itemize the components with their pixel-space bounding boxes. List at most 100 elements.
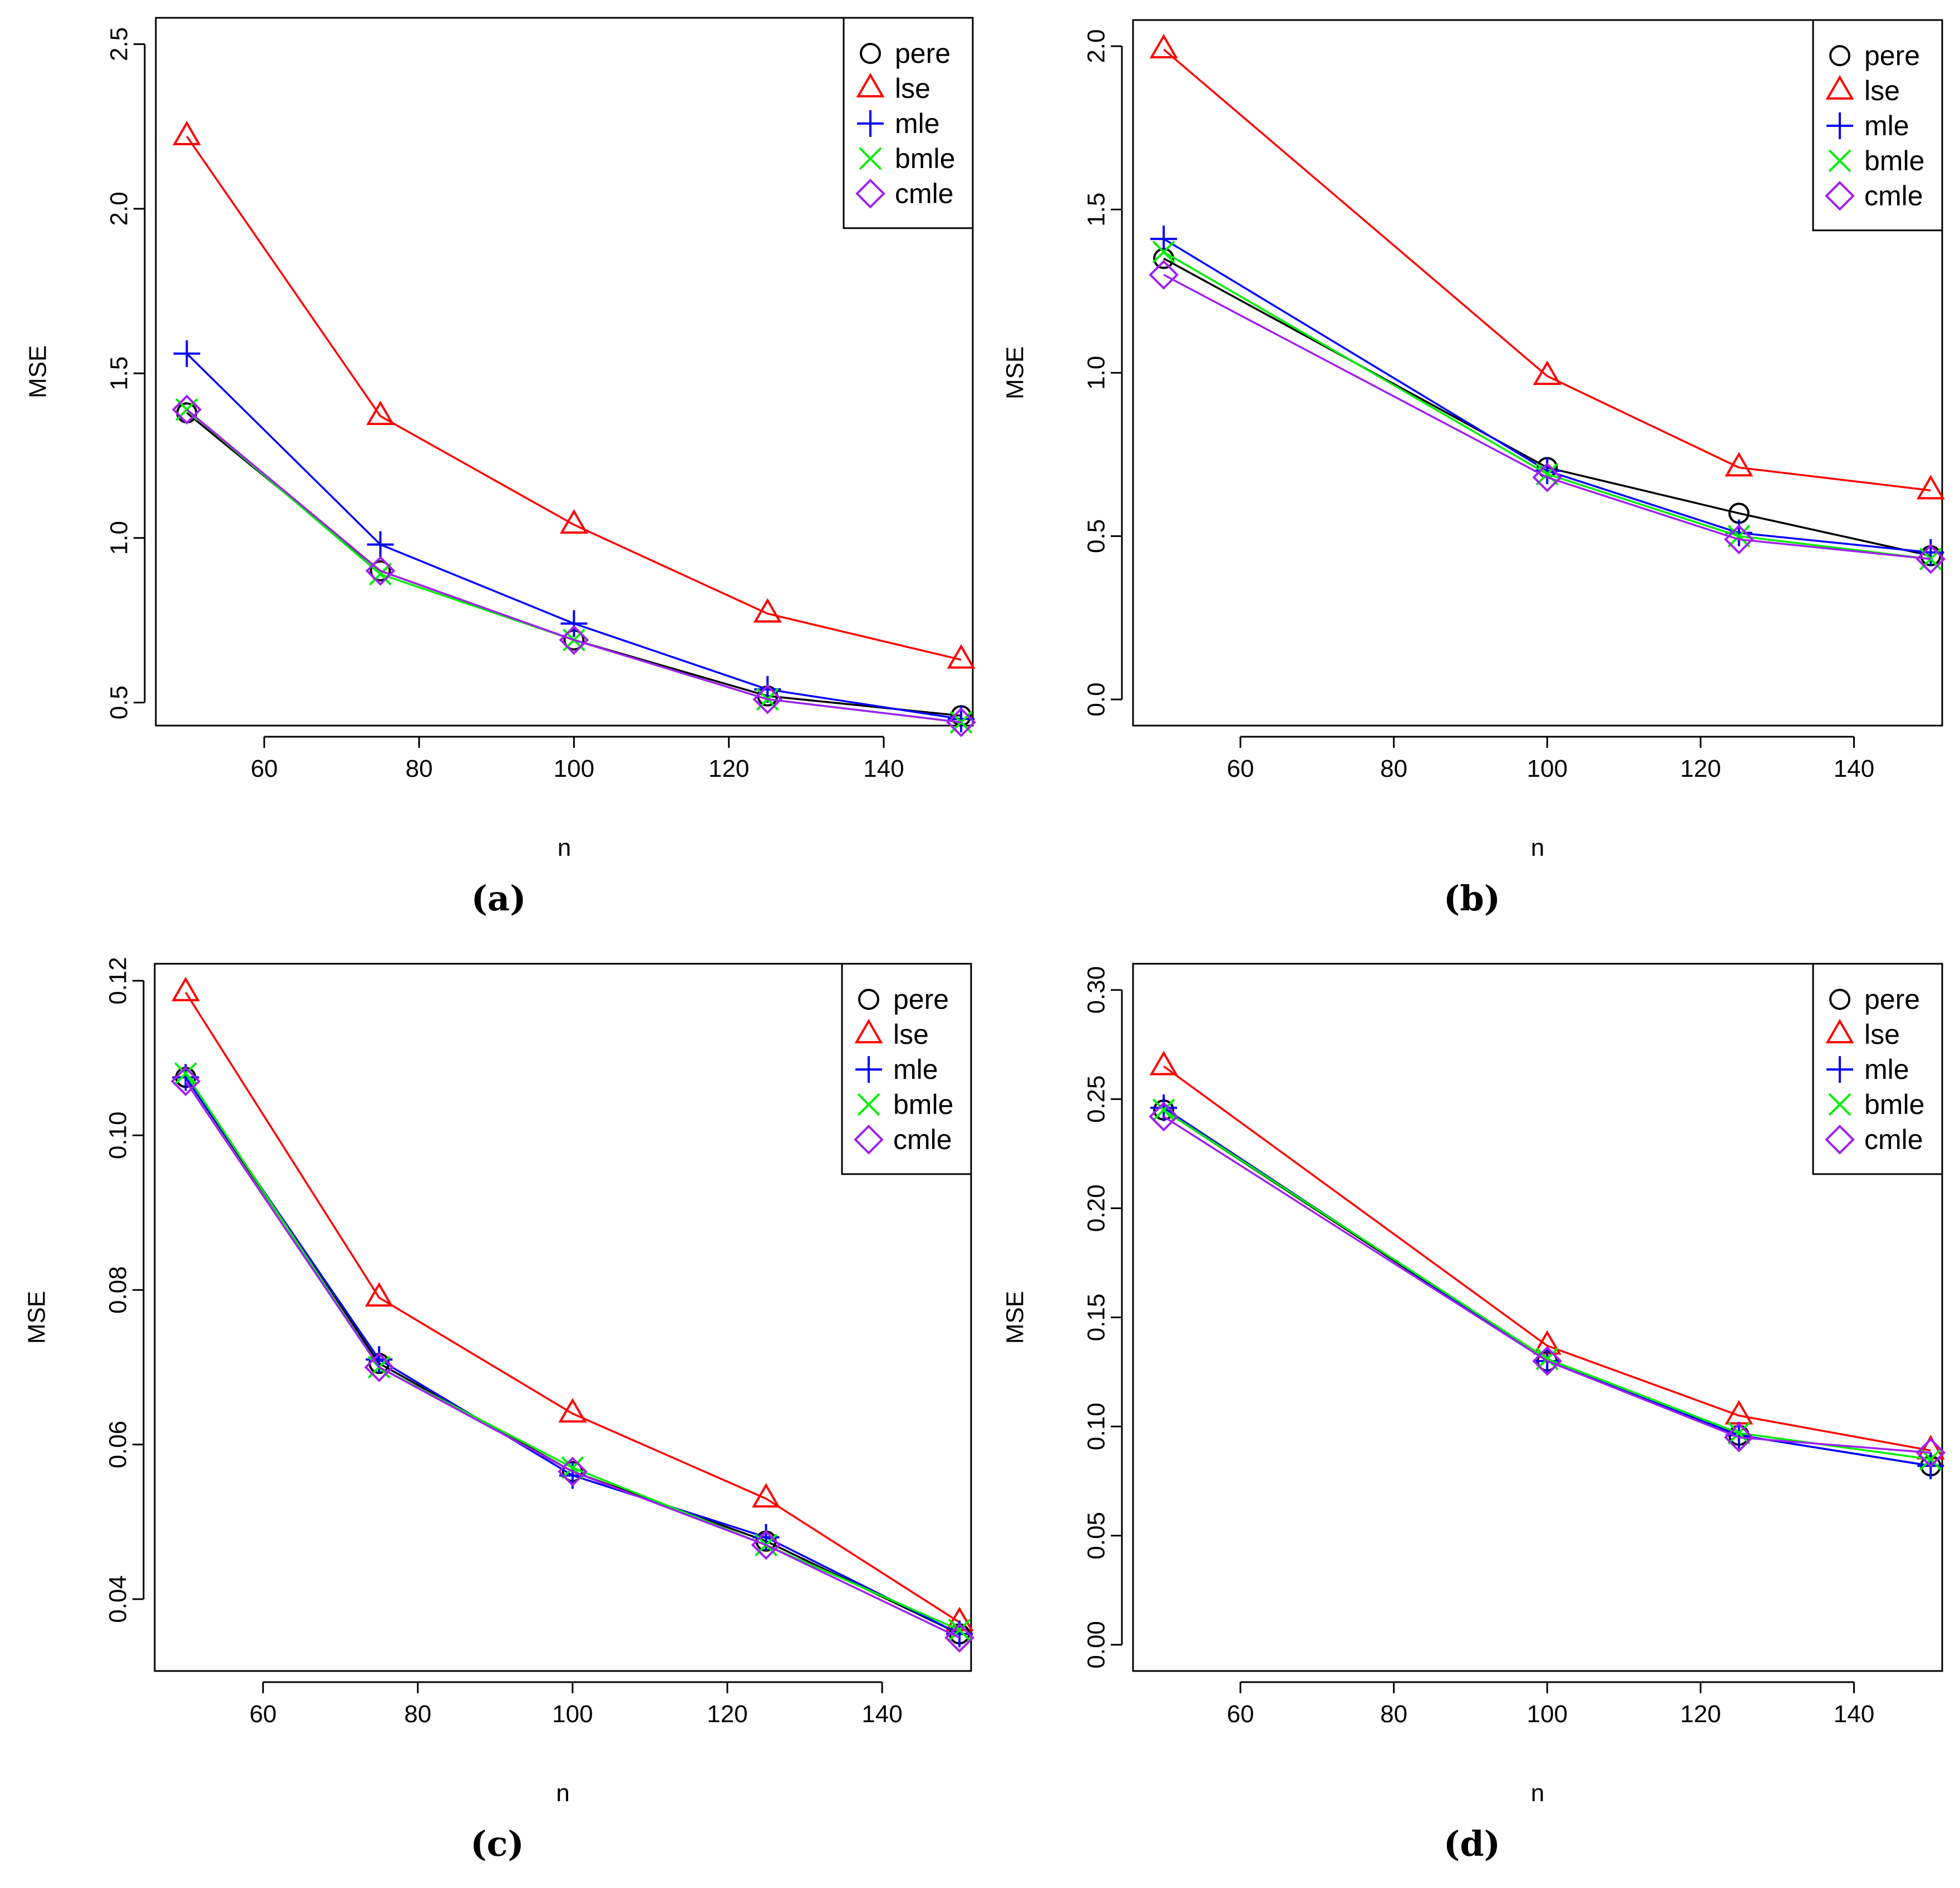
x-tick-label: 100 xyxy=(1527,1700,1568,1728)
series-line-bmle xyxy=(1163,251,1931,560)
series-line-lse xyxy=(1163,48,1931,492)
legend-label-lse: lse xyxy=(1864,1019,1900,1050)
data-point-cmle xyxy=(170,1066,201,1096)
legend: pere lse mle bmle cmle xyxy=(1812,19,1943,231)
legend-label-bmle: bmle xyxy=(895,143,955,174)
series-line-cmle xyxy=(1163,274,1931,560)
series-line-pere xyxy=(186,412,962,717)
y-tick-label: 0.12 xyxy=(105,957,132,1005)
series-cmle xyxy=(171,395,976,737)
legend-label-mle: mle xyxy=(1864,110,1909,141)
x-axis-label: n xyxy=(558,834,571,861)
y-tick-label: 1.0 xyxy=(1083,356,1110,390)
chart-panel-d: 60 80 100 120 140 n 0.00 0.05 0.10 0.15 0.20 0.25 0.… xyxy=(1002,963,1946,1864)
legend-marker-cmle xyxy=(1825,1125,1855,1155)
data-point-lse xyxy=(1533,360,1562,385)
data-point-cmle xyxy=(364,1352,395,1382)
y-tick-label: 0.20 xyxy=(1083,1185,1110,1233)
plot-frame xyxy=(1132,19,1943,727)
data-point-mle xyxy=(173,340,200,367)
series-line-mle xyxy=(186,353,962,720)
legend-marker-lse xyxy=(1825,75,1854,100)
data-point-cmle xyxy=(558,1456,588,1487)
series-cmle xyxy=(1149,260,1946,574)
x-tick-label: 120 xyxy=(1680,755,1721,782)
series-bmle xyxy=(175,398,973,734)
legend-marker-cmle xyxy=(855,179,885,209)
legend-label-mle: mle xyxy=(1864,1054,1909,1085)
data-point-mle xyxy=(1917,539,1944,566)
data-point-bmle xyxy=(948,1618,971,1641)
panel-caption: (b) xyxy=(1444,878,1500,919)
legend-marker-bmle xyxy=(857,1093,880,1116)
y-tick-label: 0.04 xyxy=(105,1575,132,1623)
y-tick-label: 0.0 xyxy=(1083,682,1110,716)
data-point-bmle xyxy=(1727,1421,1751,1445)
data-point-cmle xyxy=(1149,260,1179,290)
data-point-lse xyxy=(173,120,201,145)
x-tick-label: 60 xyxy=(249,1700,277,1728)
legend-label-pere: pere xyxy=(1864,984,1920,1015)
x-tick-label: 100 xyxy=(552,1700,593,1728)
x-tick-label: 100 xyxy=(554,755,594,782)
legend-label-cmle: cmle xyxy=(895,178,954,209)
data-point-bmle xyxy=(1152,240,1175,264)
series-cmle xyxy=(1149,1101,1946,1468)
data-point-lse xyxy=(558,1398,587,1423)
data-point-lse xyxy=(559,509,588,534)
series-line-bmle xyxy=(1163,1109,1931,1461)
y-tick-label: 0.08 xyxy=(105,1266,132,1314)
legend-label-cmle: cmle xyxy=(893,1124,952,1155)
legend-marker-lse xyxy=(854,1019,883,1043)
x-tick-label: 140 xyxy=(861,1700,902,1728)
x-axis-label: n xyxy=(1531,1779,1544,1807)
legend-label-mle: mle xyxy=(893,1054,938,1085)
legend-marker-mle xyxy=(1826,1056,1853,1083)
data-point-cmle xyxy=(171,395,202,425)
plot-frame xyxy=(1132,963,1943,1672)
y-tick-label: 0.30 xyxy=(1083,966,1110,1014)
chart-panel-a: 60 80 100 120 140 n 0.5 1.0 1.5 2.0 2.5 MSE pere lse m… xyxy=(24,17,976,919)
y-tick-label: 2.0 xyxy=(106,192,133,226)
series-bmle xyxy=(1152,240,1942,571)
data-point-cmle xyxy=(944,1623,974,1653)
series-pere xyxy=(1153,248,1942,566)
data-point-cmle xyxy=(1149,1101,1179,1132)
x-tick-label: 60 xyxy=(250,755,278,782)
data-point-cmle xyxy=(1723,1422,1754,1453)
x-tick-label: 80 xyxy=(1380,1700,1407,1728)
data-point-lse xyxy=(366,400,395,425)
data-point-lse xyxy=(1916,475,1945,500)
y-tick-label: 1.5 xyxy=(106,356,133,390)
x-tick-label: 140 xyxy=(1834,755,1874,782)
data-point-mle xyxy=(1150,225,1178,253)
series-line-lse xyxy=(186,135,962,661)
legend-label-pere: pere xyxy=(895,38,951,69)
panel-caption: (c) xyxy=(470,1823,524,1864)
x-tick-label: 120 xyxy=(707,1700,747,1728)
data-point-bmle xyxy=(1727,525,1751,548)
y-axis-label: MSE xyxy=(23,1291,51,1344)
legend-marker-lse xyxy=(856,73,885,97)
legend-label-bmle: bmle xyxy=(893,1089,953,1120)
plot-frame xyxy=(155,17,974,727)
series-pere xyxy=(176,402,972,727)
data-point-lse xyxy=(752,1483,780,1508)
data-point-cmle xyxy=(1532,462,1563,492)
x-tick-label: 120 xyxy=(1680,1700,1721,1728)
data-point-cmle xyxy=(1723,524,1754,555)
x-axis-label: n xyxy=(556,1779,569,1807)
x-tick-label: 60 xyxy=(1227,755,1254,782)
series-line-cmle xyxy=(185,1081,960,1639)
legend-label-mle: mle xyxy=(895,108,940,139)
chart-panel-b: 60 80 100 120 140 n 0.0 0.5 1.0 1.5 2.0 MSE pere lse m… xyxy=(1002,19,1946,919)
y-tick-label: 1.5 xyxy=(1083,193,1110,226)
y-axis-label: MSE xyxy=(1002,1291,1029,1344)
data-point-lse xyxy=(1725,452,1754,477)
y-tick-label: 0.06 xyxy=(105,1421,132,1468)
legend-label-cmle: cmle xyxy=(1864,1124,1923,1155)
x-tick-label: 120 xyxy=(708,755,749,782)
data-point-mle xyxy=(1534,457,1561,485)
y-tick-label: 0.00 xyxy=(1083,1621,1110,1669)
legend: pere lse mle bmle cmle xyxy=(843,17,974,229)
